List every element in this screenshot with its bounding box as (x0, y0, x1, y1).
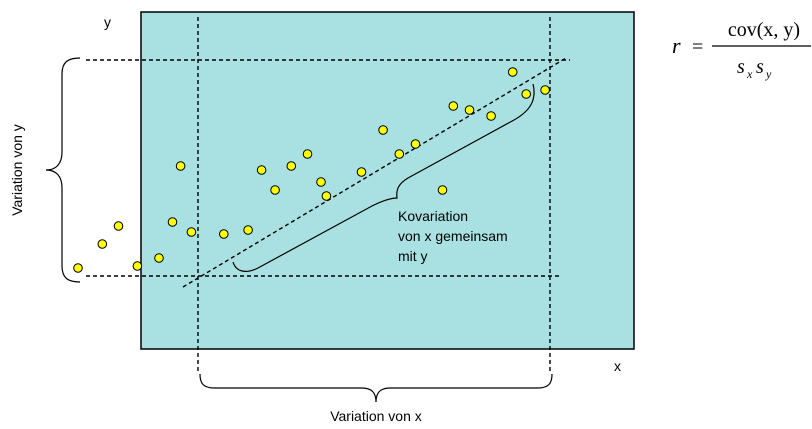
variation-x-brace (199, 373, 553, 403)
data-point (73, 263, 83, 273)
covariation-label-line-2: von x gemeinsam (398, 228, 508, 244)
data-point (378, 125, 388, 135)
data-points (73, 67, 550, 273)
data-point (394, 149, 405, 159)
data-point (154, 253, 164, 263)
covariation-brace (232, 83, 535, 272)
data-point (97, 239, 108, 249)
data-point (321, 191, 332, 201)
formula-numerator: cov(x, y) (728, 19, 800, 41)
data-point (302, 149, 313, 159)
covariation-label-line-3: mit y (398, 248, 428, 264)
variation-x-label: Variation von x (330, 408, 422, 424)
x-axis-label: x (614, 358, 621, 374)
data-point (316, 177, 326, 187)
correlation-formula: r = cov(x, y) s x s y (672, 19, 811, 81)
variation-y-brace (45, 57, 81, 283)
data-point (521, 89, 532, 99)
covariation-label-line-1: Kovariation (398, 208, 468, 224)
data-point (167, 217, 178, 227)
data-point (540, 85, 550, 95)
data-point (507, 67, 518, 77)
regression-dashed-line (182, 57, 567, 288)
formula-sub-x: x (746, 67, 753, 81)
formula-equals: = (692, 36, 703, 58)
data-point (486, 111, 496, 121)
plot-area (140, 11, 635, 350)
data-point (410, 139, 421, 149)
data-point (448, 101, 459, 111)
data-point (113, 221, 124, 231)
data-point (219, 229, 229, 239)
data-point (437, 185, 448, 195)
y-axis-label: y (104, 14, 111, 30)
extent-lines (86, 17, 570, 372)
formula-s1: s (737, 56, 745, 78)
data-point (186, 227, 197, 237)
data-point (270, 185, 280, 195)
data-point (175, 161, 186, 171)
variation-y-label: Variation von y (9, 124, 25, 216)
formula-sub-y: y (765, 67, 772, 81)
data-point (243, 225, 253, 235)
data-point (256, 165, 267, 175)
formula-s2: s (756, 56, 764, 78)
data-point (132, 261, 143, 271)
data-point (286, 161, 297, 171)
formula-r: r (672, 33, 681, 58)
data-point (356, 167, 367, 177)
data-point (464, 105, 475, 115)
